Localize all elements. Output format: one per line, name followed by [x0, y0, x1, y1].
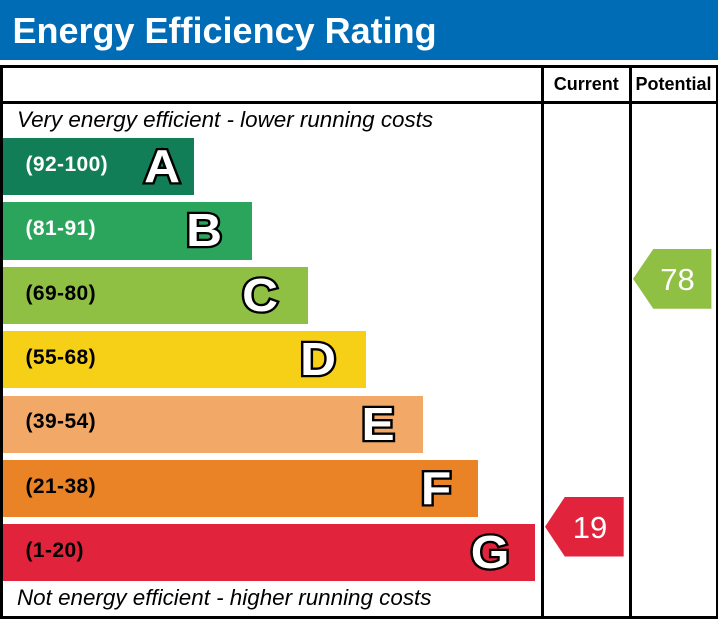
svg-text:C: C	[242, 270, 278, 321]
svg-text:F: F	[421, 464, 451, 515]
svg-text:D: D	[300, 335, 336, 386]
svg-text:E: E	[362, 399, 395, 450]
svg-text:G: G	[471, 528, 510, 579]
svg-text:19: 19	[573, 510, 607, 545]
svg-text:78: 78	[660, 262, 694, 297]
svg-text:B: B	[186, 206, 222, 257]
svg-text:A: A	[144, 142, 180, 193]
